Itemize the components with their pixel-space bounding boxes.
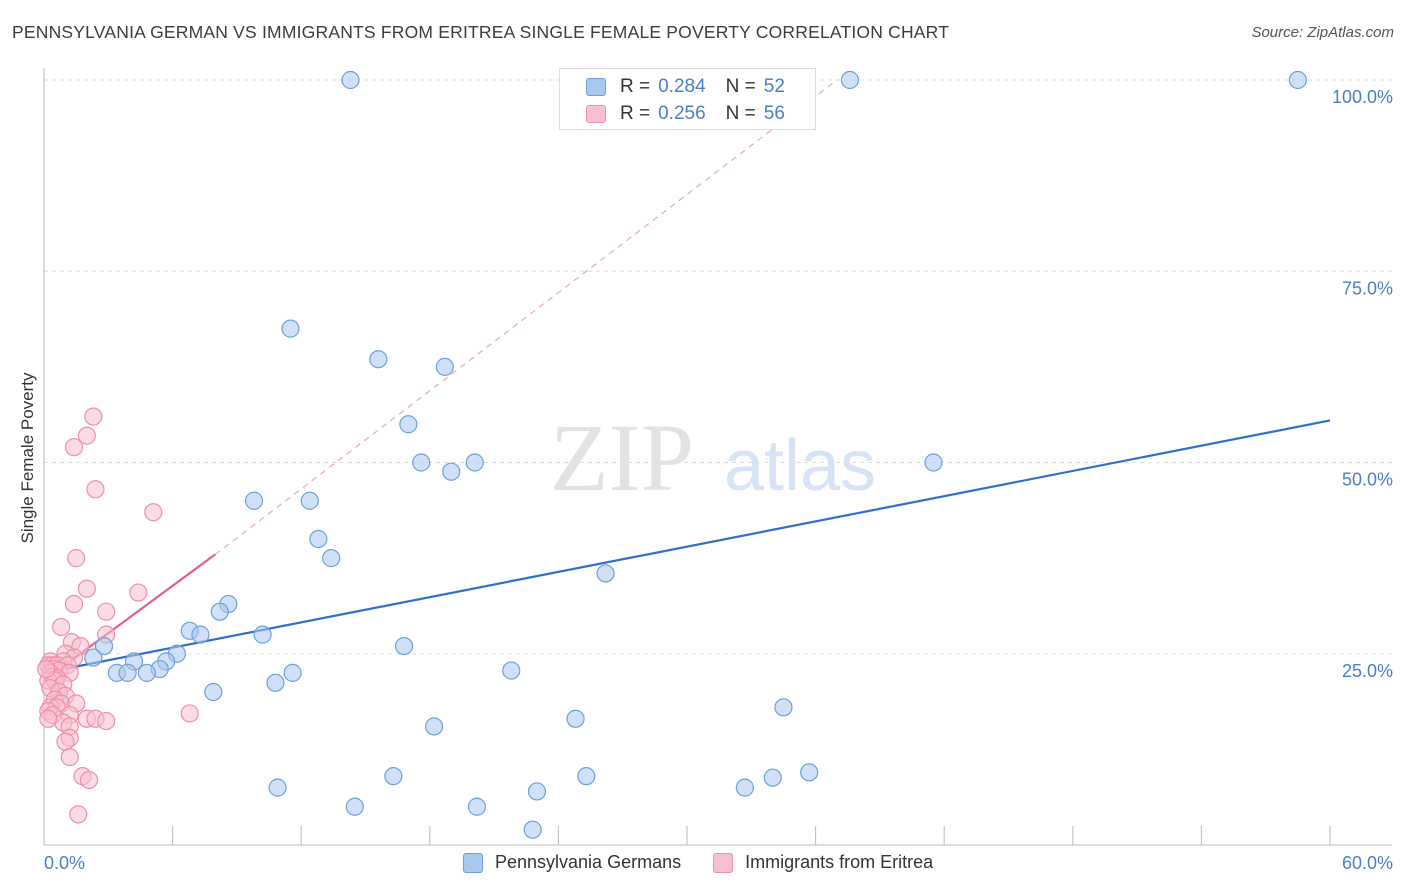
data-point-blue	[399, 415, 418, 434]
legend-n-value: 56	[763, 103, 785, 124]
legend-r-value: 0.256	[658, 103, 706, 124]
data-point-blue	[394, 636, 414, 656]
data-point-pink	[180, 704, 199, 723]
data-point-blue	[94, 636, 114, 656]
data-point-pink	[97, 711, 116, 731]
data-point-blue	[210, 602, 229, 621]
data-point-blue	[369, 350, 388, 369]
legend-swatch-blue	[586, 78, 606, 96]
data-point-pink	[97, 602, 116, 621]
data-point-blue	[266, 673, 285, 692]
chart-title: PENNSYLVANIA GERMAN VS IMMIGRANTS FROM E…	[12, 22, 950, 42]
data-point-blue	[924, 453, 943, 472]
data-point-blue	[345, 797, 364, 816]
grid-layer	[44, 79, 1392, 655]
data-point-blue	[523, 820, 542, 839]
legend-n-label: N =	[725, 103, 756, 124]
x-tick-label: 0.0%	[44, 853, 85, 873]
data-point-pink	[52, 617, 71, 637]
legend-r-value: 0.284	[658, 76, 706, 97]
data-point-blue	[577, 767, 596, 786]
legend-n-label: N =	[725, 76, 756, 97]
data-point-blue	[763, 768, 782, 787]
series-legend: Pennsylvania Germans Immigrants from Eri…	[463, 852, 965, 873]
data-point-blue	[137, 663, 156, 682]
series-swatch-pink	[713, 852, 734, 873]
trendline-extension-pink	[215, 79, 838, 555]
data-point-blue	[527, 782, 547, 801]
data-point-blue	[435, 357, 454, 376]
data-point-pink	[77, 579, 96, 598]
data-point-pink	[39, 709, 58, 728]
data-point-pink	[64, 594, 84, 614]
y-tick-label: 25.0%	[1342, 661, 1393, 681]
y-tick-label: 100.0%	[1332, 87, 1393, 107]
data-point-pink	[56, 732, 75, 751]
series-legend-item-eritrea[interactable]: Immigrants from Eritrea	[713, 852, 933, 873]
data-point-blue	[442, 462, 461, 481]
data-point-blue	[774, 698, 793, 717]
data-point-blue	[281, 319, 300, 338]
data-point-blue	[253, 625, 272, 644]
data-point-blue	[309, 529, 328, 549]
data-point-pink	[144, 503, 163, 522]
series-label: Pennsylvania Germans	[495, 852, 682, 872]
data-point-pink	[60, 747, 79, 767]
series-legend-item-pennsylvania[interactable]: Pennsylvania Germans	[463, 852, 681, 873]
data-point-pink	[37, 659, 56, 679]
legend-r-label: R =	[620, 103, 651, 124]
data-point-blue	[1288, 70, 1307, 90]
data-point-pink	[79, 770, 99, 790]
data-point-blue	[412, 453, 431, 472]
legend-box: R = 0.284 N = 52 R = 0.256 N = 56	[559, 68, 816, 130]
data-point-blue	[596, 564, 615, 583]
watermark-zip: ZIP	[550, 404, 694, 511]
data-point-blue	[800, 763, 819, 782]
legend-r-label: R =	[620, 76, 651, 97]
data-point-pink	[129, 583, 148, 602]
data-point-blue	[300, 491, 319, 510]
points-layer	[37, 70, 1307, 839]
data-point-blue	[384, 767, 403, 786]
data-point-blue	[244, 491, 264, 510]
data-point-blue	[735, 778, 754, 797]
data-point-blue	[204, 682, 223, 702]
legend-swatch-pink	[586, 105, 606, 123]
data-point-blue	[268, 778, 287, 797]
data-point-blue	[191, 625, 210, 644]
data-point-blue	[840, 70, 859, 90]
data-point-pink	[84, 407, 103, 426]
data-point-pink	[86, 480, 105, 499]
data-point-pink	[69, 805, 88, 824]
watermark: ZIP atlas	[550, 404, 876, 511]
trend-layer	[43, 79, 1331, 682]
legend-row-blue: R = 0.284 N = 52	[586, 75, 785, 99]
series-label: Immigrants from Eritrea	[745, 852, 934, 872]
data-point-blue	[465, 453, 484, 472]
data-point-blue	[341, 70, 360, 90]
data-point-pink	[67, 549, 86, 568]
legend-row-pink: R = 0.256 N = 56	[586, 102, 785, 126]
data-point-blue	[424, 717, 444, 736]
data-point-blue	[118, 663, 137, 682]
tick-labels: 25.0% 50.0% 75.0% 100.0% 0.0% 60.0%	[44, 87, 1393, 873]
y-tick-label: 50.0%	[1342, 470, 1393, 490]
data-point-pink	[77, 426, 96, 445]
x-tick-label: 60.0%	[1342, 853, 1393, 873]
axes-layer	[43, 68, 1392, 846]
watermark-atlas: atlas	[724, 426, 876, 506]
data-point-blue	[283, 663, 302, 682]
data-point-blue	[84, 648, 103, 667]
data-point-pink	[64, 438, 84, 457]
source-credit: Source: ZipAtlas.com	[1251, 24, 1394, 41]
y-tick-label: 75.0%	[1342, 278, 1393, 298]
series-swatch-blue	[463, 852, 483, 873]
data-point-blue	[502, 661, 521, 680]
data-point-blue	[322, 549, 341, 568]
legend-n-value: 52	[763, 76, 785, 97]
data-point-blue	[467, 797, 487, 816]
data-point-blue	[566, 709, 585, 728]
